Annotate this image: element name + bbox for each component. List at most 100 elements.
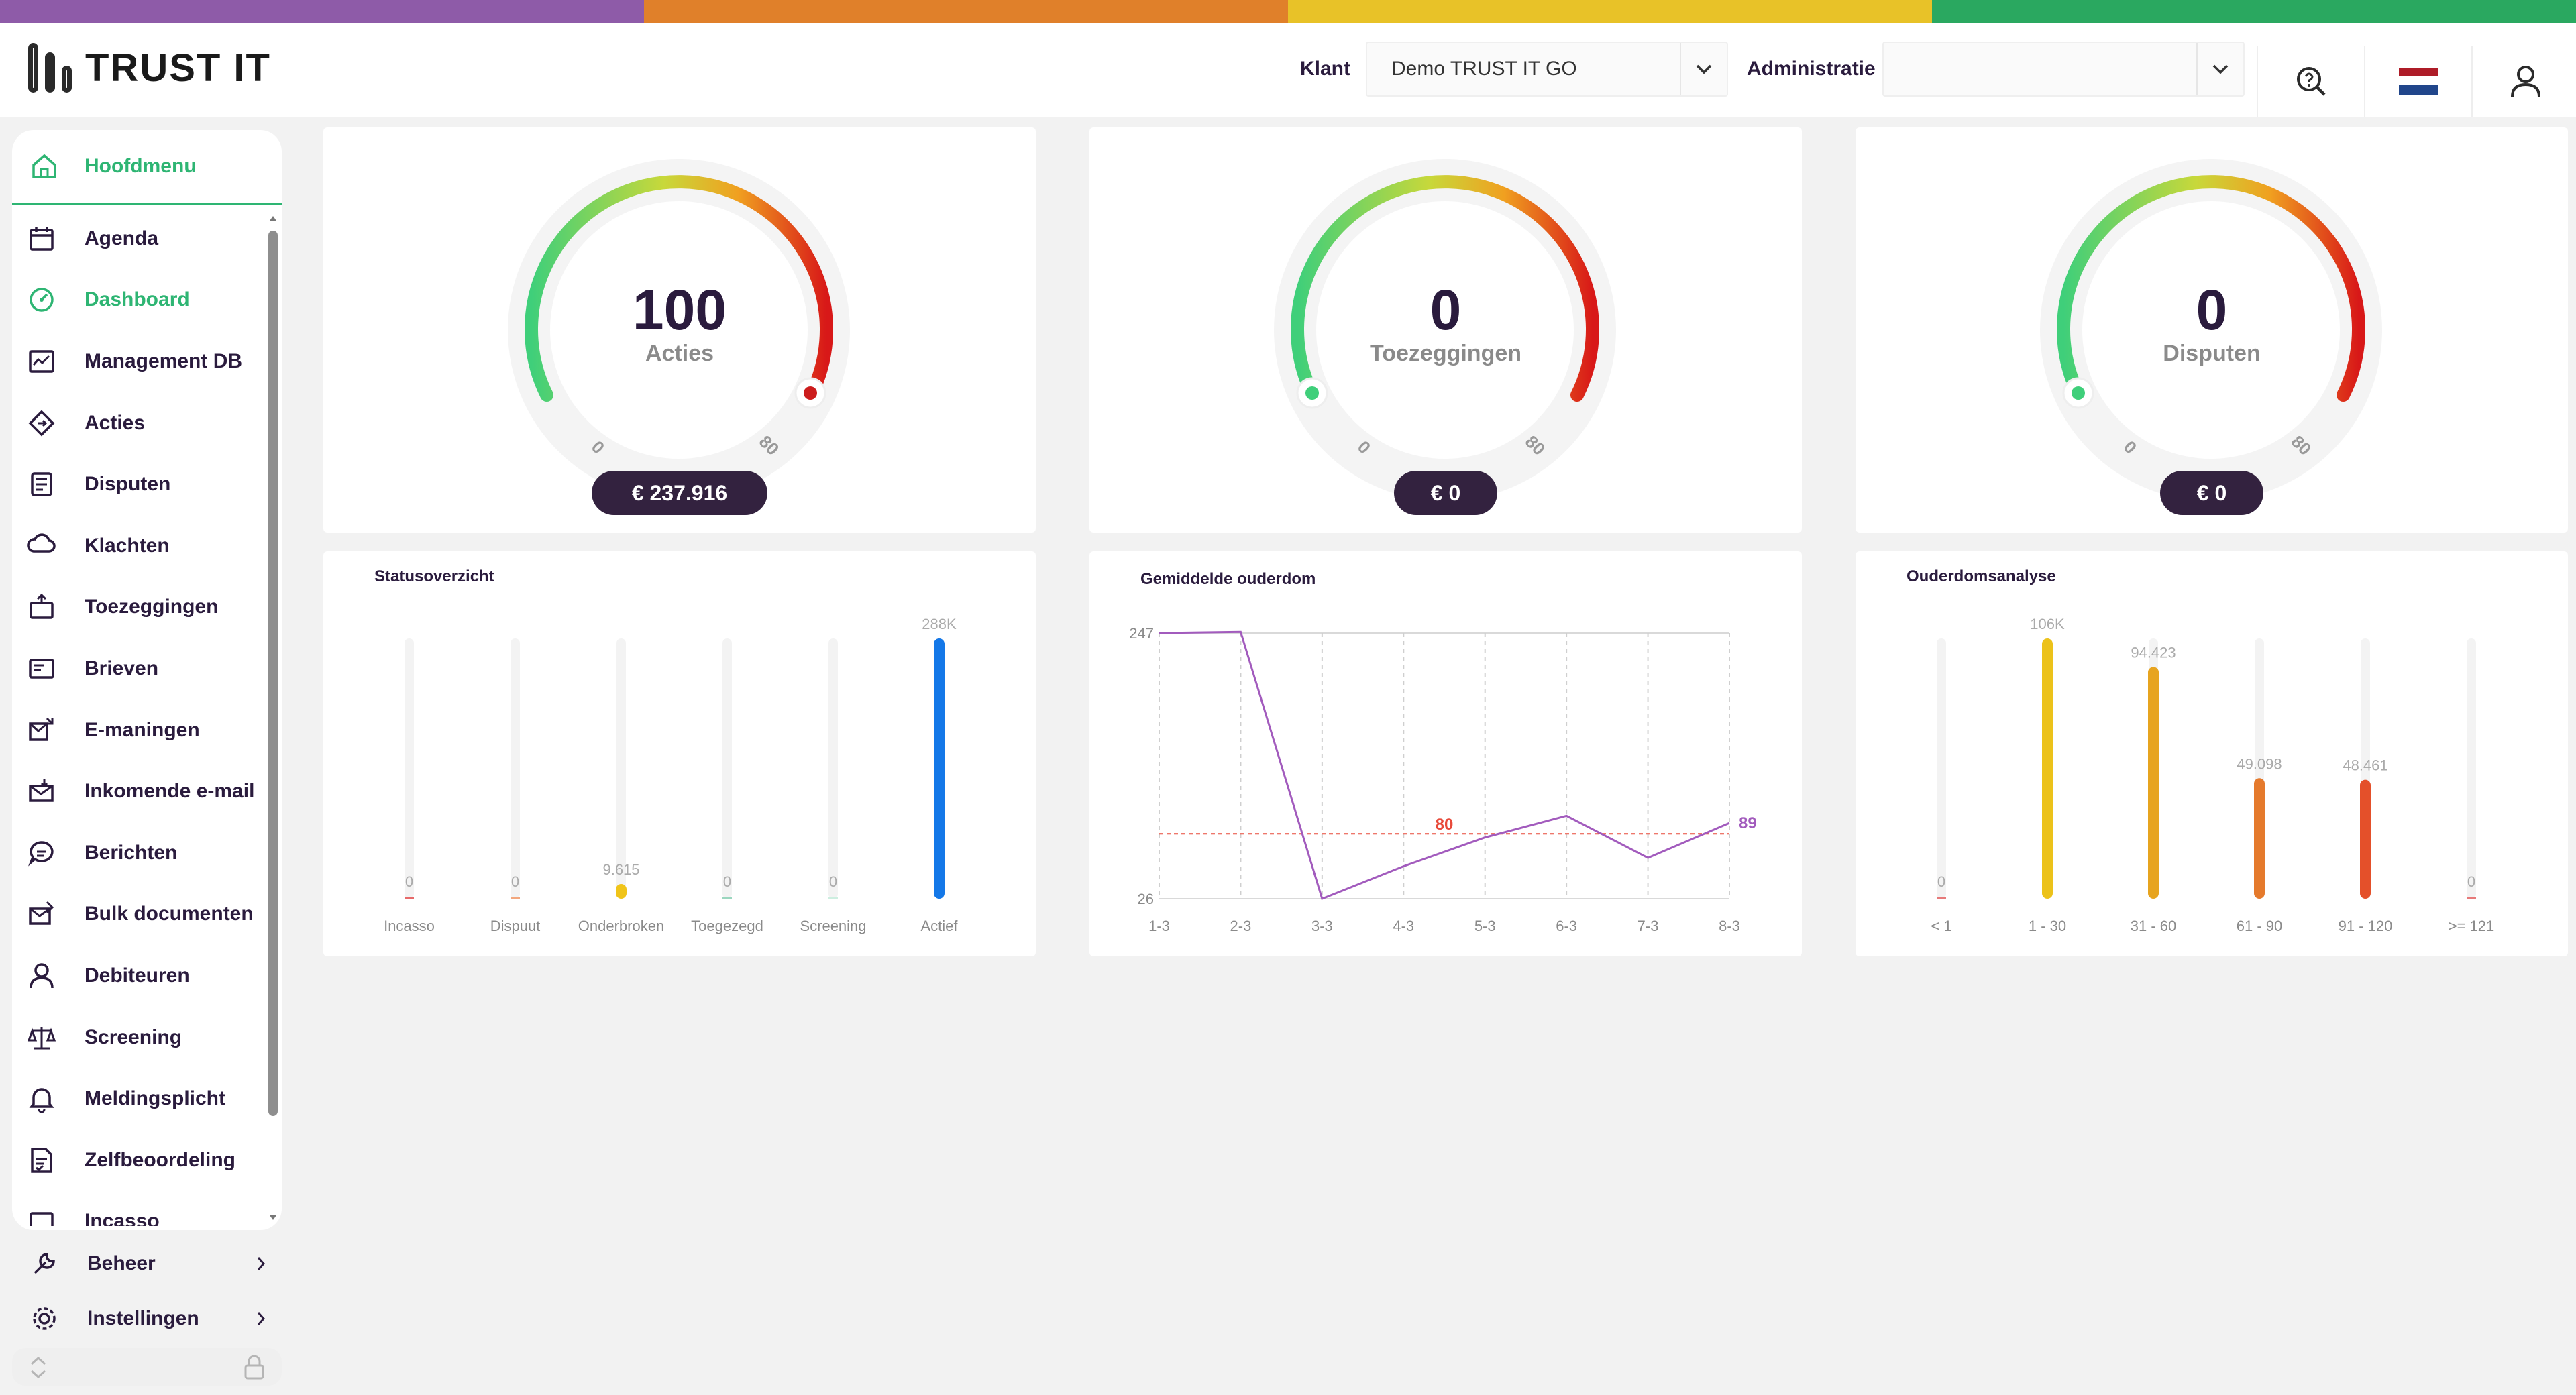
bar bbox=[511, 897, 520, 899]
instellingen-label: Instellingen bbox=[87, 1307, 199, 1329]
sidebar-item-label: Brieven bbox=[85, 657, 159, 679]
amount-badge: € 0 bbox=[1394, 471, 1497, 515]
amount-badge: € 237.916 bbox=[592, 471, 767, 515]
x-tick-label: 1 - 30 bbox=[2029, 917, 2066, 934]
sidebar-item-label: E-maningen bbox=[85, 718, 200, 741]
brand-stripe bbox=[0, 0, 2576, 23]
x-tick-label: Toegezegd bbox=[691, 917, 763, 934]
gauge-value: 0 bbox=[2196, 278, 2228, 341]
age-line-chart-card: Gemiddelde ouderdom 1-3 2-3 3-3 4-3 5-3 6-3 7-… bbox=[1089, 551, 1802, 956]
sidebar-item-klachten[interactable]: Klachten bbox=[12, 515, 267, 577]
sidebar-item-hoofdmenu[interactable]: Hoofdmenu bbox=[12, 130, 282, 205]
scrollbar-thumb[interactable] bbox=[268, 231, 278, 1116]
bar-value-label: 0 bbox=[2467, 873, 2475, 890]
home-icon bbox=[32, 154, 56, 178]
sidebar-item-zelfbeoordeling[interactable]: Zelfbeoordeling bbox=[12, 1129, 267, 1191]
x-tick-label: 3-3 bbox=[1311, 917, 1333, 934]
user-icon[interactable] bbox=[2471, 46, 2576, 117]
bar bbox=[2148, 667, 2159, 899]
x-tick-label: Onderbroken bbox=[578, 917, 664, 934]
sidebar-item-debiteuren[interactable]: Debiteuren bbox=[12, 945, 267, 1007]
klant-value: Demo TRUST IT GO bbox=[1391, 58, 1577, 80]
bar-value-label: 9.615 bbox=[602, 861, 639, 878]
sidebar-item-toezeggingen[interactable]: Toezeggingen bbox=[12, 577, 267, 638]
sidebar-menu: Agenda Dashboard Management DB Acties Disput… bbox=[12, 208, 267, 1226]
sidebar-item-incasso[interactable]: Incasso bbox=[12, 1191, 267, 1226]
x-tick-label: 91 - 120 bbox=[2339, 917, 2393, 934]
x-tick-label: 5-3 bbox=[1474, 917, 1496, 934]
series-line bbox=[1159, 630, 1730, 900]
x-tick-label: Dispuut bbox=[490, 917, 541, 934]
chart-title: Statusoverzicht bbox=[374, 567, 494, 585]
sidebar-item-disputen[interactable]: Disputen bbox=[12, 453, 267, 515]
bar bbox=[405, 897, 414, 899]
x-tick-label: Screening bbox=[800, 917, 866, 934]
sidebar-item-screening[interactable]: Screening bbox=[12, 1007, 267, 1068]
sidebar-item-berichten[interactable]: Berichten bbox=[12, 822, 267, 884]
x-tick-label: 61 - 90 bbox=[2237, 917, 2283, 934]
sidebar-footer bbox=[12, 1348, 282, 1386]
sidebar-item-label: Acties bbox=[85, 411, 146, 434]
x-tick-label: Incasso bbox=[384, 917, 435, 934]
gauge-card-acties[interactable]: 0 80 100 Acties € 237.916 bbox=[323, 127, 1036, 533]
sidebar-item-acties[interactable]: Acties bbox=[12, 392, 267, 454]
self-assessment-icon bbox=[31, 1147, 52, 1173]
bar-value-label: 0 bbox=[1937, 873, 1945, 890]
x-tick-label: 31 - 60 bbox=[2131, 917, 2177, 934]
sidebar-item-bulk-documenten[interactable]: Bulk documenten bbox=[12, 884, 267, 946]
collection-icon bbox=[30, 1212, 54, 1226]
klant-select[interactable]: Demo TRUST IT GO bbox=[1366, 42, 1728, 97]
sidebar-item-beheer[interactable]: Beheer bbox=[12, 1237, 282, 1290]
dashboard-icon bbox=[30, 288, 54, 313]
gauge-value: 100 bbox=[632, 278, 727, 341]
sidebar-item-label: Klachten bbox=[85, 534, 170, 557]
complaints-icon bbox=[27, 533, 56, 553]
collapse-toggle-icon[interactable] bbox=[28, 1355, 48, 1380]
search-help-icon[interactable] bbox=[2257, 46, 2364, 117]
logo-icon bbox=[28, 43, 72, 93]
sidebar-item-instellingen[interactable]: Instellingen bbox=[12, 1292, 282, 1345]
lock-icon[interactable] bbox=[243, 1353, 266, 1380]
top-header: TRUST IT Klant Demo TRUST IT GO Administ… bbox=[0, 23, 2576, 117]
screening-icon bbox=[27, 1026, 56, 1050]
sidebar-item-agenda[interactable]: Agenda bbox=[12, 208, 267, 270]
bulk-docs-icon bbox=[29, 901, 54, 926]
gauge-card-toezeggingen[interactable]: 0 80 0 Toezeggingen € 0 bbox=[1089, 127, 1802, 533]
calendar-icon bbox=[30, 227, 54, 251]
bar bbox=[1937, 897, 1946, 899]
sidebar-scrollbar[interactable] bbox=[268, 213, 278, 1223]
gauge-card-disputen[interactable]: 0 80 0 Disputen € 0 bbox=[1856, 127, 2568, 533]
chevron-down-icon bbox=[1680, 43, 1727, 95]
bar-track bbox=[828, 638, 838, 899]
x-tick-label: < 1 bbox=[1931, 917, 1951, 934]
sidebar-item-dashboard[interactable]: Dashboard bbox=[12, 270, 267, 331]
netherlands-flag-icon[interactable] bbox=[2364, 46, 2471, 117]
sidebar-item-label: Toezeggingen bbox=[85, 596, 219, 618]
brand-name: TRUST IT bbox=[85, 46, 271, 90]
bar-value-label: 0 bbox=[723, 873, 731, 890]
sidebar-item-e-maningen[interactable]: E-maningen bbox=[12, 700, 267, 761]
bar bbox=[616, 884, 627, 899]
chevron-down-icon bbox=[2196, 43, 2243, 95]
sidebar-item-management-db[interactable]: Management DB bbox=[12, 331, 267, 392]
chevron-right-icon bbox=[257, 1312, 266, 1325]
sidebar-item-brieven[interactable]: Brieven bbox=[12, 638, 267, 700]
x-tick-label: 4-3 bbox=[1393, 917, 1414, 934]
sidebar-item-label: Dashboard bbox=[85, 288, 190, 311]
sidebar-item-label: Incasso bbox=[85, 1210, 160, 1226]
administratie-select[interactable] bbox=[1882, 42, 2245, 97]
sidebar-item-label: Bulk documenten bbox=[85, 903, 254, 926]
sidebar-head-label: Hoofdmenu bbox=[85, 155, 197, 177]
sidebar-item-label: Meldingsplicht bbox=[85, 1087, 225, 1110]
bar-value-label: 48.461 bbox=[2343, 757, 2387, 774]
sidebar-item-inkomende-e-mail[interactable]: Inkomende e-mail bbox=[12, 761, 267, 822]
stripe-green bbox=[1932, 0, 2576, 23]
stripe-yellow bbox=[1288, 0, 1932, 23]
logo[interactable]: TRUST IT bbox=[28, 43, 271, 93]
sidebar-item-meldingsplicht[interactable]: Meldingsplicht bbox=[12, 1068, 267, 1129]
status-chart-card: Statusoverzicht 0 Incasso 0 Dispuut 9.615 Ond… bbox=[323, 551, 1036, 956]
chevron-right-icon bbox=[257, 1257, 266, 1270]
sidebar-item-label: Zelfbeoordeling bbox=[85, 1148, 235, 1171]
email-reminders-icon bbox=[29, 717, 54, 741]
sidebar-item-label: Inkomende e-mail bbox=[85, 780, 255, 803]
